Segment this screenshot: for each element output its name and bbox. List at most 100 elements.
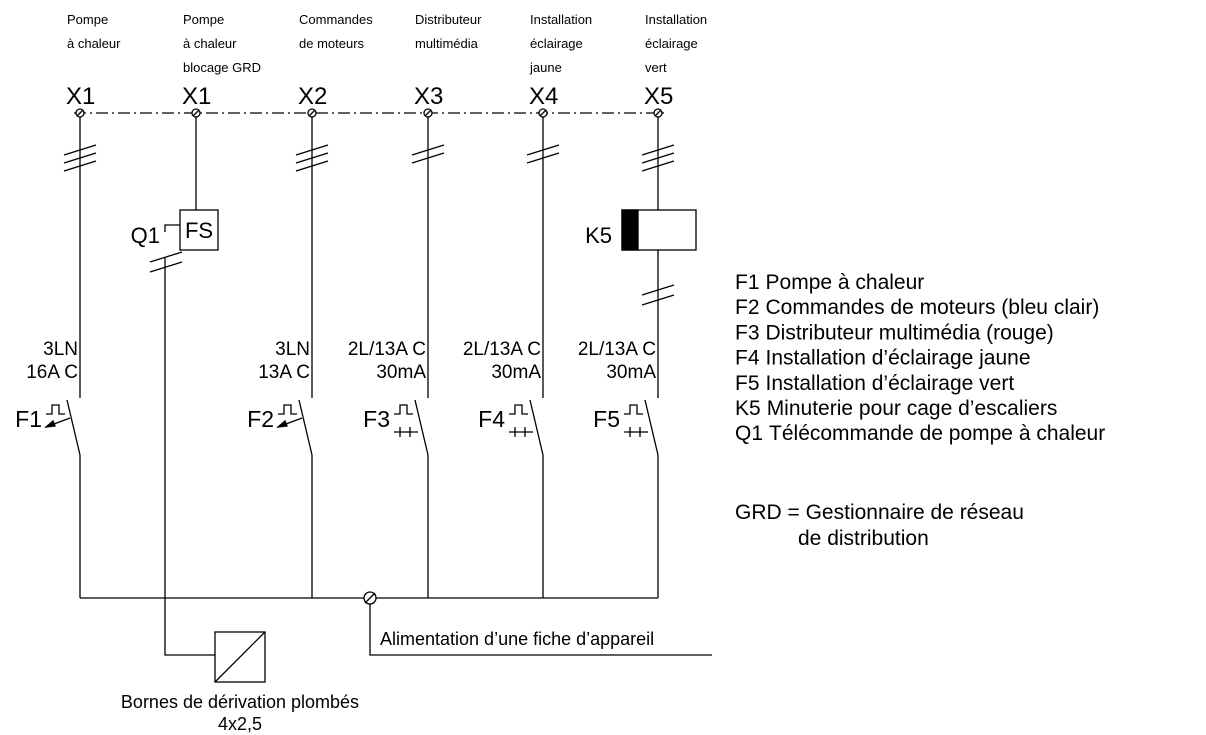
hash: [63, 144, 97, 156]
hash: [411, 152, 445, 164]
column-label: blocage GRD: [183, 60, 261, 75]
breaker-blade: [66, 399, 81, 456]
legend-code: Q1: [735, 422, 763, 445]
hash: [526, 152, 560, 164]
terminal-slash: [539, 109, 547, 117]
legend-item: F1 Pompe à chaleur: [735, 271, 924, 294]
thermal-trip: [624, 404, 643, 415]
rating: 30mA: [606, 362, 656, 383]
terminal-slash: [308, 109, 316, 117]
hash: [295, 160, 329, 172]
column-label: vert: [645, 60, 667, 75]
legend-text: Minuterie pour cage d’escaliers: [767, 397, 1058, 420]
note-line: de distribution: [798, 527, 929, 550]
legend-item: F3 Distributeur multimédia (rouge): [735, 321, 1054, 344]
terminal-label: X1: [66, 83, 95, 110]
column-label: Pompe: [67, 12, 108, 27]
legend-item: K5 Minuterie pour cage d’escaliers: [735, 397, 1057, 420]
column-label: éclairage: [645, 36, 698, 51]
hash: [641, 152, 675, 164]
breaker-blade: [529, 399, 544, 456]
feed-label: Alimentation d’une fiche d’appareil: [380, 629, 654, 649]
thermal-trip: [46, 404, 65, 415]
terminal-label: X5: [644, 83, 673, 110]
rating: 3LN: [43, 339, 78, 360]
thermal-trip: [509, 404, 528, 415]
q1-label: Q1: [131, 223, 160, 248]
column-label: Installation: [530, 12, 592, 27]
column-label: à chaleur: [183, 36, 237, 51]
legend-item: F4 Installation d’éclairage jaune: [735, 347, 1031, 370]
terminal-label: X2: [298, 83, 327, 110]
terminal-block-label: Bornes de dérivation plombés: [121, 692, 359, 712]
legend-item: F2 Commandes de moteurs (bleu clair): [735, 296, 1099, 319]
rating: 30mA: [491, 362, 541, 383]
breaker-blade: [644, 399, 659, 456]
legend-item: Q1 Télécommande de pompe à chaleur: [735, 422, 1105, 445]
breaker-label: F3: [363, 406, 390, 432]
k5-coil: [621, 209, 639, 251]
rating: 2L/13A C: [578, 339, 656, 360]
arrow-head: [43, 419, 56, 428]
breaker-label: F4: [478, 406, 505, 432]
legend-code: F4: [735, 347, 760, 370]
feed-terminal-slash: [364, 592, 376, 604]
column-label: Commandes: [299, 12, 373, 27]
legend-item: F5 Installation d’éclairage vert: [735, 372, 1014, 395]
column-label: multimédia: [415, 36, 479, 51]
breaker-label: F5: [593, 406, 620, 432]
breaker-label: F2: [247, 406, 274, 432]
legend-code: F1: [735, 271, 760, 294]
terminal-label: X1: [182, 83, 211, 110]
thermal-trip: [278, 404, 297, 415]
terminal-slash: [654, 109, 662, 117]
column-label: Pompe: [183, 12, 224, 27]
hash: [641, 294, 675, 306]
terminal-label: X3: [414, 83, 443, 110]
hash: [526, 144, 560, 156]
rating: 2L/13A C: [348, 339, 426, 360]
column-label: à chaleur: [67, 36, 121, 51]
feed-line: [369, 604, 712, 656]
q1-return: [164, 258, 215, 656]
legend-text: Installation d’éclairage jaune: [766, 347, 1031, 370]
hash: [641, 284, 675, 296]
thermal-trip: [394, 404, 413, 415]
terminal-slash: [76, 109, 84, 117]
legend-code: F3: [735, 321, 760, 344]
fs-box: [179, 209, 219, 251]
hash: [63, 160, 97, 172]
fs-label: FS: [185, 218, 213, 243]
column-label: éclairage: [530, 36, 583, 51]
hash: [641, 160, 675, 172]
note-line: GRD = Gestionnaire de réseau: [735, 501, 1024, 524]
legend-code: F5: [735, 372, 760, 395]
hash: [295, 144, 329, 156]
legend-code: K5: [735, 397, 761, 420]
column-label: de moteurs: [299, 36, 365, 51]
hash: [63, 152, 97, 164]
legend-code: F2: [735, 296, 760, 319]
k5-label: K5: [585, 223, 612, 248]
arrow-head: [275, 419, 288, 428]
hash: [295, 152, 329, 164]
hash: [411, 144, 445, 156]
hash: [149, 261, 183, 273]
terminal-slash: [192, 109, 200, 117]
hash: [149, 251, 183, 263]
terminal-slash: [424, 109, 432, 117]
breaker-label: F1: [15, 406, 42, 432]
q1-link: [164, 224, 180, 232]
legend-text: Distributeur multimédia (rouge): [766, 321, 1054, 344]
breaker-blade: [298, 399, 313, 456]
hash: [641, 144, 675, 156]
rating: 2L/13A C: [463, 339, 541, 360]
column-label: Installation: [645, 12, 707, 27]
legend-text: Télécommande de pompe à chaleur: [769, 422, 1105, 445]
rating: 3LN: [275, 339, 310, 360]
rating: 30mA: [376, 362, 426, 383]
rating: 16A C: [26, 362, 78, 383]
terminal-block-diagonal: [214, 631, 266, 683]
terminal-label: X4: [529, 83, 558, 110]
